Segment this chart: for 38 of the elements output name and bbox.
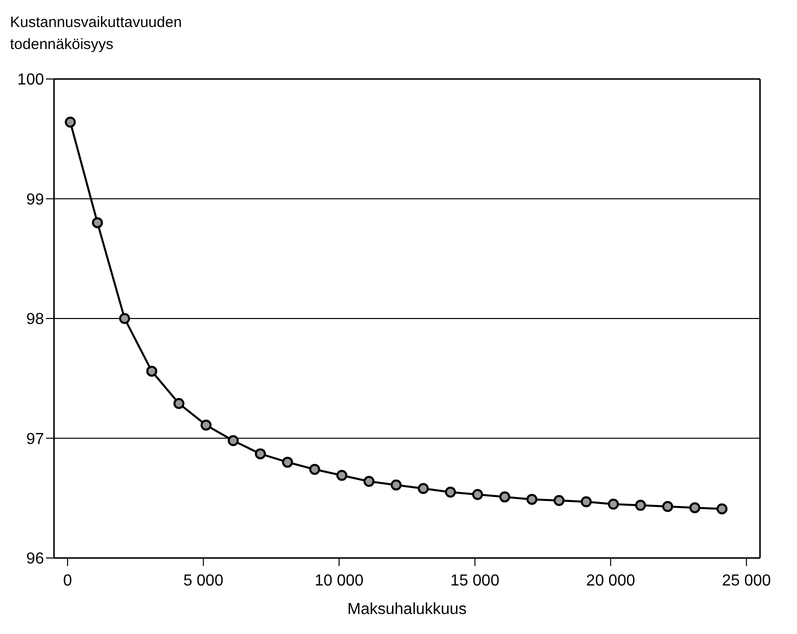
y-tick-label: 97 <box>26 430 44 448</box>
point <box>662 501 674 512</box>
point <box>499 491 510 502</box>
point <box>146 366 158 377</box>
x-tick-label: 10 000 <box>314 572 364 590</box>
point <box>282 456 294 468</box>
y-tick-label: 99 <box>26 191 44 208</box>
point <box>64 116 76 128</box>
point <box>554 495 565 506</box>
x-tick-label: 15 000 <box>450 572 500 590</box>
y-axis-title: Kustannusvaikuttavuuden todennäköisyys <box>10 13 183 55</box>
point <box>173 398 184 410</box>
y-tick-label: 98 <box>26 311 44 328</box>
point <box>716 503 728 514</box>
y-tick-label: 100 <box>17 72 44 89</box>
point <box>228 435 239 446</box>
point <box>336 470 348 481</box>
point <box>526 494 538 505</box>
point <box>580 496 592 508</box>
x-tick-label: 20 000 <box>586 572 636 590</box>
point <box>92 217 103 228</box>
point <box>689 502 700 514</box>
point <box>635 500 646 511</box>
x-tick-label: 25 000 <box>722 572 771 590</box>
x-axis-title: Maksuhalukkuus <box>347 601 467 618</box>
point <box>119 313 130 324</box>
point <box>363 476 374 487</box>
x-tick-label: 5 000 <box>183 572 224 590</box>
point <box>472 489 484 500</box>
point <box>418 483 429 494</box>
point <box>200 420 212 431</box>
point <box>608 498 619 510</box>
point <box>309 464 320 475</box>
point <box>444 486 456 498</box>
point <box>254 448 266 460</box>
point <box>390 479 402 490</box>
y-tick-label: 96 <box>26 550 44 568</box>
x-tick-label: 0 <box>63 572 72 590</box>
